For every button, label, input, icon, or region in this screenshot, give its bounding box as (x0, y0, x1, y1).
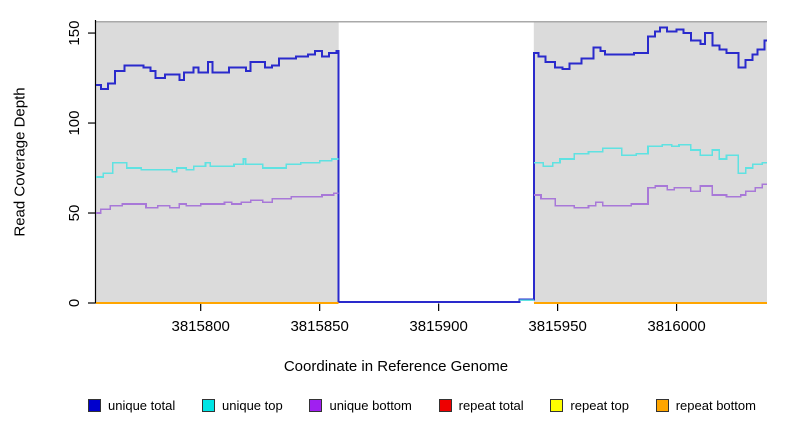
legend-label: repeat bottom (675, 398, 756, 413)
legend-label: unique total (108, 398, 176, 413)
legend-label: repeat total (458, 398, 524, 413)
x-tick-label: 3815900 (409, 318, 467, 335)
legend-label: unique bottom (329, 398, 412, 413)
legend-item-repeat-bottom: repeat bottom (655, 398, 756, 413)
no-data-region (338, 22, 534, 303)
legend-swatch-icon (655, 399, 669, 412)
x-axis-label: Coordinate in Reference Genome (0, 358, 792, 375)
y-tick-label: 50 (66, 205, 83, 222)
series-unique-bottom (96, 192, 339, 214)
legend-swatch-icon (201, 399, 215, 412)
series-unique-bottom (533, 183, 767, 209)
legend-swatch-icon (88, 399, 101, 412)
y-axis-label: Read Coverage Depth (11, 87, 29, 237)
legend-swatch-icon (309, 399, 323, 412)
series-unique-top (533, 143, 767, 175)
x-tick-label: 3815850 (290, 318, 348, 335)
x-tick-label: 3815950 (528, 318, 586, 335)
legend-label: repeat top (570, 398, 629, 413)
y-tick-label: 100 (66, 111, 83, 136)
legend-item-unique-top: unique top (201, 398, 283, 413)
chart-legend: unique total unique top unique bottom repea… (88, 398, 756, 413)
legend-label: unique top (221, 398, 283, 413)
series-unique-total (96, 26, 767, 304)
legend-item-repeat-top: repeat top (550, 398, 629, 413)
y-tick-label: 0 (66, 299, 83, 307)
series-unique-top (96, 158, 339, 178)
x-tick-label: 3816000 (647, 318, 705, 335)
x-tick-label: 3815800 (171, 318, 229, 335)
legend-item-unique-total: unique total (88, 398, 175, 413)
legend-item-unique-bottom: unique bottom (309, 398, 412, 413)
legend-item-repeat-total: repeat total (438, 398, 524, 413)
legend-swatch-icon (438, 399, 452, 412)
legend-swatch-icon (550, 399, 564, 412)
x-axis-label-text: Coordinate in Reference Genome (283, 358, 509, 375)
y-tick-label: 150 (66, 21, 83, 46)
